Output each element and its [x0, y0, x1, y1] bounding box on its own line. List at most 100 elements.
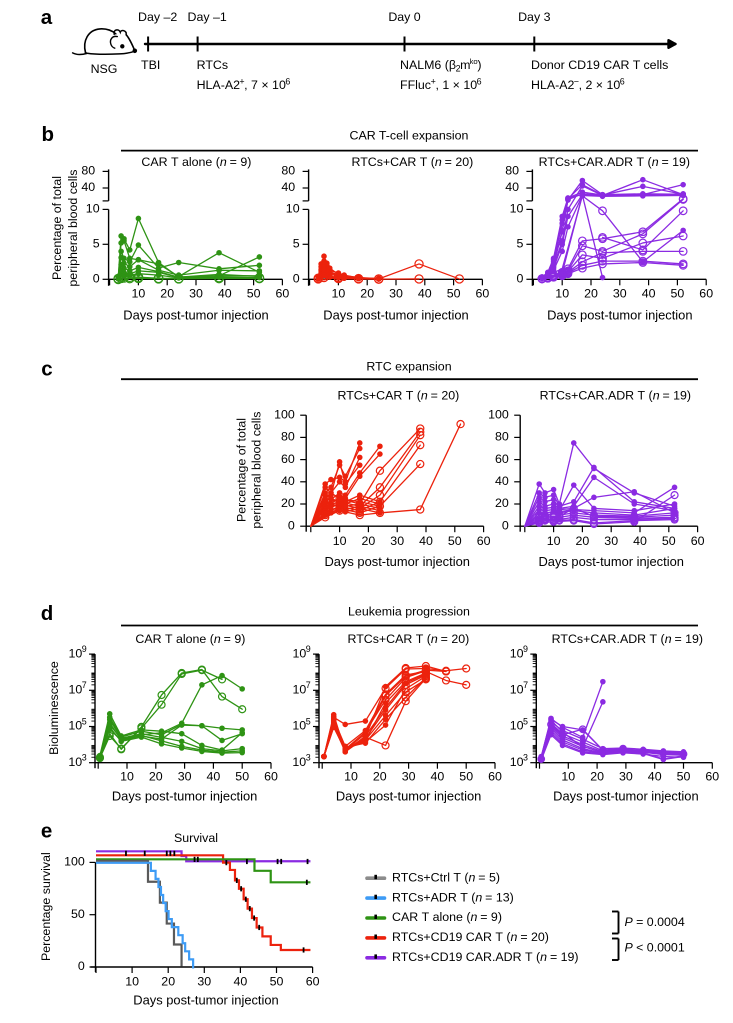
svg-text:NSG: NSG [91, 62, 118, 76]
svg-text:60: 60 [476, 287, 490, 301]
svg-text:Day 3: Day 3 [518, 10, 550, 24]
svg-text:Days post-tumor injection: Days post-tumor injection [553, 788, 698, 803]
svg-text:5: 5 [523, 716, 528, 726]
svg-text:40: 40 [234, 975, 248, 989]
svg-text:50: 50 [671, 287, 685, 301]
svg-text:30: 30 [619, 770, 633, 784]
svg-text:10: 10 [120, 770, 134, 784]
svg-text:CAR T alone (: CAR T alone ( [141, 155, 220, 169]
svg-text:0: 0 [93, 272, 100, 286]
svg-text:+: + [239, 76, 244, 86]
svg-text:Days post-tumor injection: Days post-tumor injection [323, 307, 468, 322]
svg-text:Day 0: Day 0 [388, 10, 420, 24]
svg-text:= 20): = 20) [427, 389, 459, 403]
svg-text:= 20): = 20) [437, 632, 469, 646]
svg-text:10: 10 [68, 683, 82, 697]
svg-text:n: n [220, 155, 227, 169]
svg-text:10: 10 [68, 755, 82, 769]
svg-text:= 20): = 20) [517, 930, 549, 944]
svg-text:n: n [511, 930, 518, 944]
svg-text:10: 10 [292, 755, 306, 769]
svg-text:P: P [625, 941, 634, 955]
svg-text:80: 80 [495, 430, 509, 444]
svg-text:TBI: TBI [141, 58, 160, 72]
svg-text:50: 50 [459, 770, 473, 784]
svg-text:60: 60 [495, 452, 509, 466]
svg-text:n: n [431, 632, 438, 646]
svg-text:a: a [41, 6, 53, 29]
svg-text:10: 10 [68, 646, 82, 660]
svg-text:): ) [477, 58, 481, 72]
svg-text:10: 10 [510, 202, 524, 216]
svg-text:Day –2: Day –2 [138, 10, 177, 24]
svg-text:40: 40 [431, 770, 445, 784]
svg-text:10: 10 [292, 683, 306, 697]
svg-text:60: 60 [276, 287, 290, 301]
svg-text:, 7 × 10: , 7 × 10 [244, 78, 286, 92]
svg-text:20: 20 [281, 496, 295, 510]
svg-text:= 13): = 13) [482, 890, 514, 904]
svg-text:CAR T alone (: CAR T alone ( [135, 632, 214, 646]
svg-text:= 19): = 19) [671, 632, 703, 646]
svg-text:50: 50 [677, 770, 691, 784]
svg-text:10: 10 [344, 770, 358, 784]
svg-text:= 19): = 19) [659, 389, 691, 403]
svg-text:40: 40 [648, 770, 662, 784]
svg-text:peripheral blood cells: peripheral blood cells [66, 169, 80, 286]
svg-text:20: 20 [373, 770, 387, 784]
svg-text:Day –1: Day –1 [188, 10, 227, 24]
svg-text:NALM6 (β: NALM6 (β [400, 58, 456, 72]
svg-text:RTCs+CD19 CAR.ADR T (: RTCs+CD19 CAR.ADR T ( [392, 950, 541, 964]
svg-text:m: m [460, 58, 470, 72]
svg-text:−: − [574, 76, 579, 86]
svg-text:10: 10 [510, 755, 524, 769]
svg-text:10: 10 [510, 683, 524, 697]
svg-text:+: + [431, 76, 436, 86]
svg-text:peripheral blood cells: peripheral blood cells [250, 411, 264, 528]
svg-text:Days post-tumor injection: Days post-tumor injection [336, 788, 481, 803]
svg-text:40: 40 [281, 474, 295, 488]
svg-text:Days post-tumor injection: Days post-tumor injection [538, 554, 683, 569]
svg-text:= 5): = 5) [475, 870, 500, 884]
svg-text:Donor CD19 CAR T cells: Donor CD19 CAR T cells [531, 58, 668, 72]
svg-text:30: 30 [178, 770, 192, 784]
svg-text:100: 100 [64, 855, 85, 869]
svg-text:Days post-tumor injection: Days post-tumor injection [547, 307, 692, 322]
svg-text:RTCs+CAR T (: RTCs+CAR T ( [337, 389, 421, 403]
svg-text:50: 50 [270, 975, 284, 989]
svg-text:5: 5 [82, 716, 87, 726]
svg-text:RTCs+CAR.ADR T (: RTCs+CAR.ADR T ( [552, 632, 666, 646]
svg-text:60: 60 [264, 770, 278, 784]
svg-text:40: 40 [419, 534, 433, 548]
svg-text:= 9): = 9) [226, 155, 251, 169]
svg-text:80: 80 [81, 164, 95, 178]
svg-text:= 9): = 9) [220, 632, 245, 646]
svg-text:9: 9 [523, 644, 528, 654]
svg-text:7: 7 [523, 680, 528, 690]
svg-text:5: 5 [516, 237, 523, 251]
svg-text:Days post-tumor injection: Days post-tumor injection [324, 554, 469, 569]
svg-text:Days post-tumor injection: Days post-tumor injection [112, 788, 257, 803]
svg-text:30: 30 [189, 287, 203, 301]
svg-text:10: 10 [510, 646, 524, 660]
svg-text:60: 60 [705, 770, 719, 784]
svg-text:< 0.0001: < 0.0001 [633, 941, 685, 955]
svg-text:n: n [475, 890, 482, 904]
svg-text:0: 0 [293, 272, 300, 286]
svg-text:n: n [665, 632, 672, 646]
svg-text:9: 9 [306, 644, 311, 654]
svg-text:40: 40 [281, 180, 295, 194]
svg-text:40: 40 [495, 474, 509, 488]
svg-text:c: c [41, 358, 52, 381]
svg-text:n: n [653, 389, 660, 403]
svg-text:40: 40 [642, 287, 656, 301]
svg-text:20: 20 [495, 496, 509, 510]
svg-text:5: 5 [306, 716, 311, 726]
svg-text:20: 20 [584, 287, 598, 301]
svg-text:2: 2 [456, 63, 461, 73]
svg-text:40: 40 [218, 287, 232, 301]
svg-text:10: 10 [125, 975, 139, 989]
svg-text:60: 60 [699, 287, 713, 301]
svg-text:10: 10 [132, 287, 146, 301]
svg-text:Percentage of total: Percentage of total [235, 418, 249, 522]
